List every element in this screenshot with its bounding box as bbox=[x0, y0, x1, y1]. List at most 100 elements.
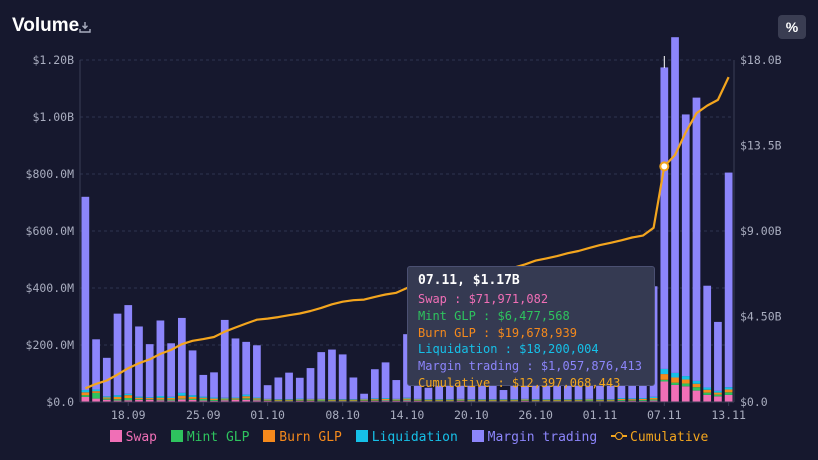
y-left-tick-label: $600.0M bbox=[26, 224, 75, 238]
bar-segment-liquidation bbox=[242, 394, 251, 397]
bar-segment-swap bbox=[124, 400, 133, 402]
bar-segment-liquidation bbox=[628, 398, 637, 400]
bar-segment-burn-glp bbox=[253, 398, 261, 400]
bar-segment-liquidation bbox=[585, 398, 594, 400]
bar-segment-burn-glp bbox=[328, 399, 336, 401]
bar-segment-burn-glp bbox=[596, 399, 604, 401]
bar-segment-burn-glp bbox=[285, 399, 293, 401]
bar-segment-margin-trading bbox=[253, 345, 261, 398]
bar-segment-mint-glp bbox=[317, 400, 326, 402]
bar-segment-mint-glp bbox=[403, 399, 411, 401]
bar-segment-margin-trading bbox=[220, 319, 229, 398]
legend-item-liquidation[interactable]: Liquidation bbox=[355, 430, 458, 445]
bar-segment-margin-trading bbox=[424, 387, 433, 400]
download-icon[interactable] bbox=[78, 20, 92, 34]
bar-segment-swap bbox=[306, 400, 315, 402]
y-right-tick-label: $9.00B bbox=[740, 224, 782, 238]
bar-segment-swap bbox=[370, 400, 379, 402]
bar-segment-mint-glp bbox=[360, 400, 368, 401]
x-axis: 18.09 25.09 01.10 08.10 14.10 20.10 26.10 01.11… bbox=[80, 401, 746, 422]
bar-segment-mint-glp bbox=[531, 400, 540, 402]
bar-segment-mint-glp bbox=[102, 398, 111, 400]
legend-swatch-liquidation bbox=[355, 430, 368, 442]
bar-segment-swap bbox=[360, 400, 368, 402]
bar-segment-mint-glp bbox=[639, 400, 647, 401]
bar-segment-mint-glp bbox=[553, 400, 561, 402]
x-tick-label: 14.10 bbox=[390, 408, 425, 422]
bar-segment-swap bbox=[113, 400, 122, 402]
legend-swatch-margin-trading bbox=[471, 430, 484, 442]
bar-segment-liquidation bbox=[263, 398, 272, 400]
bar-segment-mint-glp bbox=[413, 400, 422, 401]
bar-segment-liquidation bbox=[681, 376, 690, 380]
bar-segment-mint-glp bbox=[263, 400, 272, 401]
bar-segment-swap bbox=[177, 399, 186, 402]
tooltip-title: 07.11, $1.17B bbox=[418, 273, 520, 288]
bar-segment-liquidation bbox=[403, 397, 411, 399]
bar-segment-liquidation bbox=[563, 399, 572, 400]
bar-segment-mint-glp bbox=[92, 392, 100, 399]
percent-toggle-button[interactable]: % bbox=[778, 15, 806, 39]
bar-segment-burn-glp bbox=[542, 399, 551, 401]
bar-segment-margin-trading bbox=[328, 349, 336, 400]
bar-segment-swap bbox=[617, 400, 626, 402]
bar-segment-mint-glp bbox=[596, 400, 604, 402]
bar-segment-burn-glp bbox=[563, 399, 572, 401]
bar-segment-burn-glp bbox=[628, 399, 637, 401]
bar-segment-burn-glp bbox=[660, 374, 669, 380]
bar-segment-burn-glp bbox=[456, 399, 465, 401]
bar-segment-burn-glp bbox=[124, 395, 133, 399]
bar-segment-mint-glp bbox=[574, 400, 583, 402]
bar-segment-margin-trading bbox=[467, 375, 476, 400]
bar-segment-liquidation bbox=[606, 399, 615, 400]
bar-segment-liquidation bbox=[617, 398, 626, 399]
bar-segment-liquidation bbox=[499, 399, 508, 400]
chart-legend: Swap Mint GLP Burn GLP Liquidation Margi… bbox=[0, 430, 818, 452]
bar-segment-burn-glp bbox=[574, 399, 583, 401]
bar-segment-liquidation bbox=[370, 398, 379, 400]
bar-segment-swap bbox=[628, 400, 637, 402]
bar-segment-liquidation bbox=[210, 397, 218, 399]
bar-segment-burn-glp bbox=[338, 399, 347, 401]
bar-segment-mint-glp bbox=[446, 400, 454, 402]
y-right-tick-label: $4.50B bbox=[740, 310, 782, 324]
legend-label-liquidation: Liquidation bbox=[371, 430, 458, 445]
bar-segment-liquidation bbox=[124, 393, 133, 396]
bar-segment-burn-glp bbox=[724, 389, 733, 393]
bar-segment-margin-trading bbox=[113, 313, 122, 396]
bar-segment-mint-glp bbox=[542, 400, 551, 402]
legend-swatch-mint-glp bbox=[170, 430, 183, 442]
bar-segment-swap bbox=[714, 396, 722, 402]
legend-item-cumulative[interactable]: Cumulative bbox=[611, 430, 708, 445]
bar-segment-mint-glp bbox=[210, 400, 218, 401]
legend-item-mint-glp[interactable]: Mint GLP bbox=[170, 430, 250, 445]
legend-item-burn-glp[interactable]: Burn GLP bbox=[263, 430, 342, 445]
legend-item-swap[interactable]: Swap bbox=[109, 430, 157, 445]
bar-segment-swap bbox=[135, 400, 143, 402]
bar-segment-swap bbox=[102, 399, 111, 402]
bar-segment-burn-glp bbox=[499, 399, 508, 401]
bar-segment-liquidation bbox=[145, 397, 154, 399]
legend-label-mint-glp: Mint GLP bbox=[186, 430, 250, 445]
legend-swatch-swap bbox=[109, 430, 122, 442]
bar-segment-mint-glp bbox=[156, 399, 165, 401]
bar-segment-margin-trading bbox=[724, 172, 733, 388]
bar-segment-burn-glp bbox=[220, 398, 229, 400]
bar-segment-swap bbox=[660, 381, 669, 402]
legend-label-swap: Swap bbox=[125, 430, 157, 445]
bar-segment-burn-glp bbox=[295, 399, 304, 401]
legend-item-margin-trading[interactable]: Margin trading bbox=[471, 430, 597, 445]
bar-segment-swap bbox=[681, 386, 690, 402]
bar-segment-margin-trading bbox=[338, 354, 347, 400]
bar-segment-margin-trading bbox=[167, 343, 175, 397]
bar-segment-burn-glp bbox=[413, 399, 422, 401]
bar-segment-mint-glp bbox=[424, 400, 433, 402]
bar-segment-mint-glp bbox=[510, 400, 519, 402]
bar-segment-margin-trading bbox=[403, 334, 411, 398]
bar-segment-burn-glp bbox=[585, 399, 594, 401]
bar-segment-burn-glp bbox=[703, 389, 712, 393]
bar-segment-liquidation bbox=[435, 399, 444, 400]
bar-segment-swap bbox=[253, 400, 261, 402]
bar-segment-mint-glp bbox=[381, 400, 390, 401]
bar-segment-burn-glp bbox=[521, 399, 529, 401]
